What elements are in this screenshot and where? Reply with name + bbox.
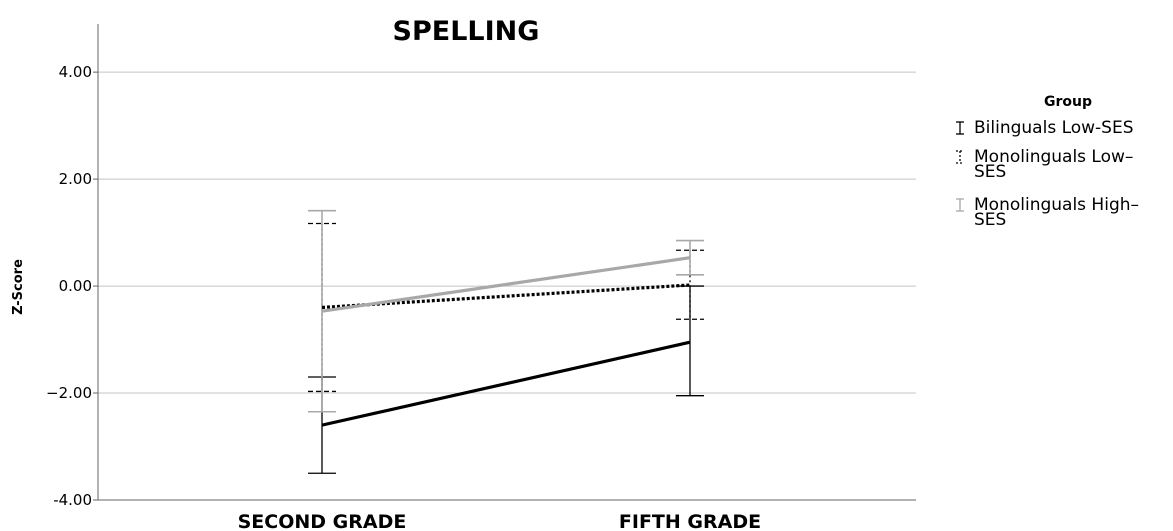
- y-tick-label: 2.00: [59, 170, 92, 188]
- y-tick-label: -4.00: [53, 491, 92, 509]
- series-line: [321, 256, 691, 313]
- y-axis-label: Z-Score: [11, 259, 26, 315]
- legend-label-line: Monolinguals Low–: [974, 147, 1133, 167]
- legend-title: Group: [1044, 94, 1092, 110]
- legend-label-line: Monolinguals High–: [974, 195, 1139, 215]
- series-line: [321, 340, 691, 427]
- legend-label: Monolinguals Low– SES: [974, 147, 1133, 182]
- chart-title: SPELLING: [393, 16, 540, 47]
- legend-label-line: SES: [974, 162, 1006, 182]
- y-tick-label: 4.00: [59, 63, 92, 81]
- legend-symbol: [956, 198, 964, 212]
- legend-symbol: [956, 150, 964, 164]
- legend-symbol: [956, 121, 964, 135]
- legend-label-line: SES: [974, 210, 1006, 230]
- legend-label: Monolinguals High– SES: [974, 195, 1139, 230]
- x-tick-label: SECOND GRADE: [238, 511, 407, 531]
- y-tick-label: 0.00: [59, 277, 92, 295]
- y-tick-label: −2.00: [46, 384, 92, 402]
- x-tick-label: FIFTH GRADE: [619, 511, 761, 531]
- legend-label: Bilinguals Low-SES: [974, 118, 1134, 138]
- legend-label-line: Bilinguals Low-SES: [974, 118, 1134, 138]
